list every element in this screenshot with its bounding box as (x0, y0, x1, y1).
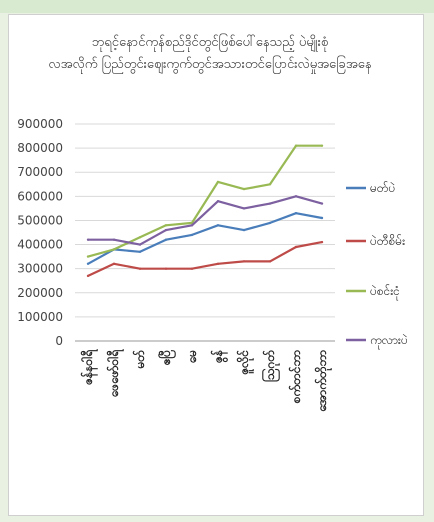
data-point (268, 183, 272, 186)
data-point (216, 200, 220, 203)
data-point (86, 274, 90, 278)
y-tick-label: 700000 (17, 165, 63, 179)
y-tick-label: 600000 (17, 189, 63, 203)
series-line-3 (88, 195, 323, 246)
data-point (112, 262, 116, 265)
x-tick-label: မတ် (131, 350, 147, 370)
y-tick-label: 400000 (17, 238, 63, 252)
data-point (138, 236, 142, 239)
data-point (112, 248, 116, 251)
x-tick-label: ဖေဖော်ဝါရီ (105, 349, 125, 398)
data-point (86, 262, 90, 265)
data-point (164, 267, 168, 270)
data-point (216, 262, 220, 265)
data-point (164, 228, 168, 232)
series-line-0 (87, 212, 323, 265)
data-point (242, 228, 246, 232)
data-point (320, 202, 324, 205)
x-tick-label: ဇူလိုင် (235, 350, 255, 377)
data-point (268, 202, 272, 205)
series-lines (86, 144, 324, 278)
data-point (242, 260, 246, 263)
data-point (242, 187, 246, 191)
data-point (268, 221, 272, 225)
data-point (268, 260, 272, 263)
data-point (112, 238, 116, 241)
data-point (320, 216, 324, 220)
chart-title: ဘုရင့်နောင်ကုန်စည်ဒိုင်တွင်ဖြစ်ပေါ်နေသည့… (48, 35, 372, 72)
data-point (294, 195, 298, 198)
data-point (86, 238, 90, 241)
data-point (216, 224, 220, 227)
legend: မတ်ပဲပဲတီစိမ်းပဲစင်းငုံကုလားပဲ (346, 180, 408, 350)
legend-label: ကုလားပဲ (370, 332, 408, 350)
data-point (138, 250, 142, 253)
y-tick-label: 500000 (17, 213, 63, 227)
legend-label: ပဲတီစိမ်း (370, 233, 405, 248)
x-tick-label: ဇန်နဝါရီ (79, 349, 99, 386)
data-point (138, 267, 142, 270)
y-tick-label: 200000 (17, 286, 63, 300)
data-point (294, 212, 298, 215)
data-point (294, 245, 298, 249)
data-point (164, 238, 168, 241)
data-point (320, 240, 324, 244)
data-point (216, 180, 220, 184)
x-tick-label: ဧပြီ (157, 349, 177, 367)
x-tick-label: အောက်တိုဘာ (313, 350, 333, 413)
series-line-2 (87, 144, 322, 258)
x-tick-label: စက်တင်ဘာ (287, 350, 303, 404)
data-point (294, 144, 298, 147)
data-point (320, 144, 324, 147)
x-tick-label: ဩဂုတ် (260, 350, 281, 382)
legend-label: ပဲစင်းငုံ (370, 283, 400, 301)
data-point (190, 224, 194, 227)
y-tick-labels: 0 100000 200000 300000 400000 500000 600000 700… (17, 117, 63, 348)
data-point (242, 207, 246, 210)
y-tick-label: 800000 (17, 141, 63, 155)
data-point (190, 233, 194, 237)
data-point (138, 243, 142, 246)
y-tick-label: 0 (55, 334, 63, 348)
y-gridlines (75, 123, 335, 342)
y-tick-label: 900000 (17, 117, 63, 131)
x-tick-label: မေ (185, 350, 199, 365)
top-band (0, 0, 434, 13)
series-line-1 (87, 241, 323, 277)
data-point (190, 267, 194, 270)
x-tick-label: ဇွန် (209, 349, 229, 364)
legend-label: မတ်ပဲ (370, 180, 395, 195)
data-point (86, 255, 90, 258)
x-tick-labels: ဇန်နဝါရီ ဖေဖော်ဝါရီ မတ် ဧပြီ မေ ဇွန် ဇူလိုင် ဩဂ… (79, 349, 333, 413)
data-point (164, 224, 168, 227)
y-tick-label: 300000 (17, 262, 63, 276)
y-tick-label: 100000 (17, 310, 63, 324)
